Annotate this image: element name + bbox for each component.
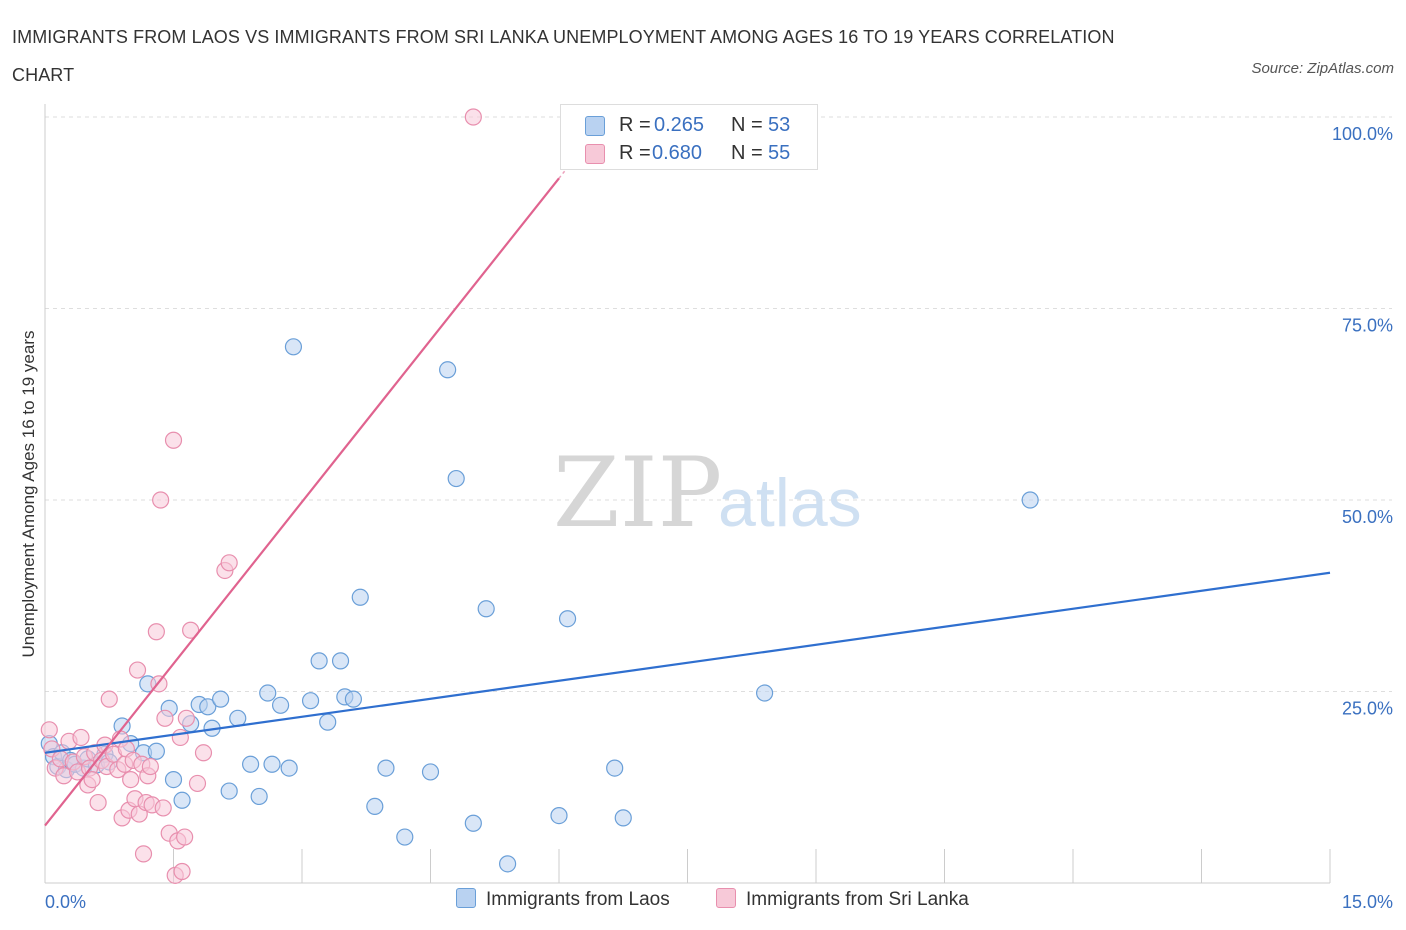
- bottom-legend-swatch-laos: [456, 888, 476, 908]
- legend-r-value-laos: 0.265: [654, 114, 705, 136]
- legend-n-label: N =: [731, 142, 763, 164]
- srilanka-point: [40, 721, 58, 739]
- laos-point: [396, 828, 414, 846]
- legend-row-srilanka: R = 0.680 N = 55: [561, 139, 817, 167]
- laos-point: [377, 759, 395, 777]
- x-tick-label-min: 0.0%: [45, 892, 86, 912]
- legend-r-value-srilanka: 0.680: [652, 142, 703, 164]
- bottom-legend-swatch-srilanka: [716, 888, 736, 908]
- watermark-atlas: atlas: [718, 465, 862, 541]
- legend-row-laos: R = 0.265 N = 53: [561, 111, 817, 139]
- srilanka-point: [141, 757, 159, 776]
- laos-point: [344, 690, 362, 708]
- srilanka-point: [128, 661, 147, 679]
- srilanka-point: [182, 621, 200, 639]
- srilanka-point: [176, 828, 194, 846]
- srilanka-point: [122, 770, 140, 789]
- laos-point: [755, 684, 774, 702]
- laos-point: [319, 713, 337, 731]
- legend-n-value-laos: 53: [768, 114, 791, 136]
- laos-point: [351, 588, 369, 606]
- laos-point: [331, 652, 350, 670]
- laos-point: [173, 791, 191, 809]
- srilanka-point: [164, 431, 183, 449]
- legend-r-label: R =: [619, 114, 651, 136]
- srilanka-point: [152, 491, 170, 509]
- laos-point: [271, 696, 290, 714]
- series-laos-points: [40, 338, 1039, 873]
- y-tick-label: 25.0%: [1342, 699, 1393, 719]
- source-label: Source: ZipAtlas.com: [1251, 60, 1394, 77]
- srilanka-point: [89, 793, 107, 812]
- x-tick-label-max: 15.0%: [1342, 892, 1393, 912]
- laos-point: [499, 855, 517, 873]
- srilanka-trend-line: [44, 177, 560, 827]
- srilanka-point: [177, 709, 195, 727]
- srilanka-point: [147, 623, 165, 641]
- bottom-legend-label-laos: Immigrants from Laos: [486, 889, 670, 910]
- y-tick-label: 100.0%: [1332, 124, 1393, 144]
- laos-point: [550, 806, 568, 825]
- watermark-zip: ZIP: [553, 437, 722, 549]
- laos-point: [250, 787, 268, 806]
- laos-point: [147, 742, 165, 760]
- chart-title: IMMIGRANTS FROM LAOS VS IMMIGRANTS FROM …: [12, 27, 1115, 85]
- srilanka-point: [156, 709, 174, 727]
- laos-point: [464, 814, 482, 832]
- watermark: ZIP atlas: [553, 437, 862, 549]
- legend-r-label: R =: [619, 142, 651, 164]
- legend-n-value-srilanka: 55: [768, 142, 791, 164]
- laos-point: [558, 610, 577, 628]
- laos-trend-line: [44, 571, 1331, 754]
- laos-point: [477, 600, 495, 618]
- srilanka-point: [134, 845, 153, 863]
- bottom-legend-laos: Immigrants from Laos: [456, 888, 670, 911]
- laos-point: [606, 759, 624, 777]
- srilanka-point: [154, 799, 172, 817]
- y-axis-label: Unemployment Among Ages 16 to 19 years: [19, 331, 38, 658]
- laos-point: [259, 684, 277, 702]
- srilanka-point: [464, 108, 482, 126]
- srilanka-point: [194, 744, 213, 762]
- laos-point: [421, 763, 440, 781]
- y-tick-labels: 25.0% 50.0% 75.0% 100.0%: [1332, 124, 1393, 719]
- srilanka-point: [220, 554, 238, 572]
- series-srilanka-points: [40, 108, 482, 884]
- bottom-legend-srilanka: Immigrants from Sri Lanka: [716, 888, 969, 911]
- srilanka-point: [188, 774, 207, 793]
- laos-point: [310, 652, 328, 670]
- laos-point: [284, 338, 303, 356]
- laos-point: [439, 361, 457, 379]
- laos-point: [164, 770, 183, 789]
- laos-point: [614, 809, 632, 827]
- srilanka-point: [173, 862, 191, 881]
- legend-swatch-laos: [585, 116, 605, 136]
- laos-point: [263, 755, 281, 773]
- correlation-legend: R = 0.265 N = 53 R = 0.680 N = 55: [560, 104, 818, 170]
- laos-point: [280, 759, 298, 777]
- legend-n-label: N =: [731, 114, 763, 136]
- srilanka-point: [100, 690, 118, 708]
- laos-point: [447, 469, 465, 488]
- laos-point: [1021, 491, 1039, 509]
- laos-point: [199, 698, 217, 716]
- srilanka-point: [83, 770, 101, 789]
- laos-point: [366, 797, 384, 816]
- laos-point: [242, 755, 260, 773]
- y-tick-label: 50.0%: [1342, 507, 1393, 527]
- laos-point: [212, 690, 230, 708]
- srilanka-point: [72, 728, 90, 747]
- bottom-legend-label-srilanka: Immigrants from Sri Lanka: [746, 889, 969, 910]
- legend-swatch-srilanka: [585, 144, 605, 164]
- laos-point: [301, 692, 320, 710]
- gridlines: [45, 116, 1392, 692]
- srilanka-point: [171, 728, 189, 747]
- y-tick-label: 75.0%: [1342, 316, 1393, 336]
- laos-point: [220, 782, 238, 800]
